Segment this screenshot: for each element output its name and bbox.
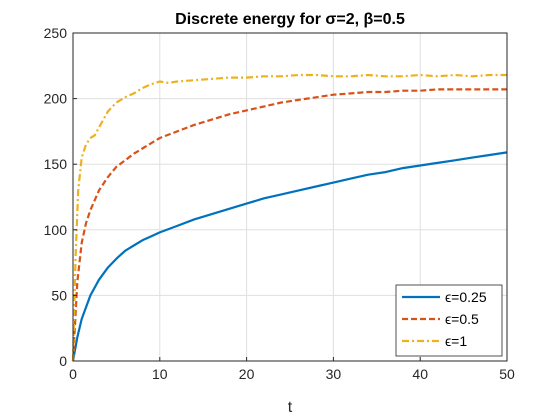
plot-series [71, 73, 508, 362]
x-tick-label: 10 [152, 366, 168, 382]
y-tick-label: 250 [44, 25, 68, 41]
legend-label-1: ϵ=0.25 [445, 289, 487, 305]
legend-label-2: ϵ=0.5 [445, 311, 479, 327]
y-tick-label: 100 [44, 222, 68, 238]
x-tick-label: 50 [499, 366, 515, 382]
axis-ticks: 0 10 20 30 40 50 0 50 100 150 200 250 [44, 25, 515, 382]
series-line-2 [71, 88, 507, 362]
axes-frame [72, 32, 508, 362]
y-tick-label: 200 [44, 91, 68, 107]
y-tick-label: 50 [51, 287, 67, 303]
legend: ϵ=0.25 ϵ=0.5 ϵ=1 [395, 284, 503, 357]
x-tick-label: 40 [412, 366, 428, 382]
series-line-1 [71, 151, 508, 362]
x-tick-label: 0 [69, 366, 77, 382]
x-tick-label: 20 [239, 366, 255, 382]
series-line-3 [71, 73, 507, 362]
x-tick-label: 30 [326, 366, 342, 382]
x-axis-label: t [288, 399, 293, 416]
y-tick-label: 0 [59, 353, 67, 369]
legend-label-3: ϵ=1 [445, 333, 467, 349]
chart-title: Discrete energy for σ=2, β=0.5 [175, 11, 405, 28]
y-tick-label: 150 [44, 156, 68, 172]
